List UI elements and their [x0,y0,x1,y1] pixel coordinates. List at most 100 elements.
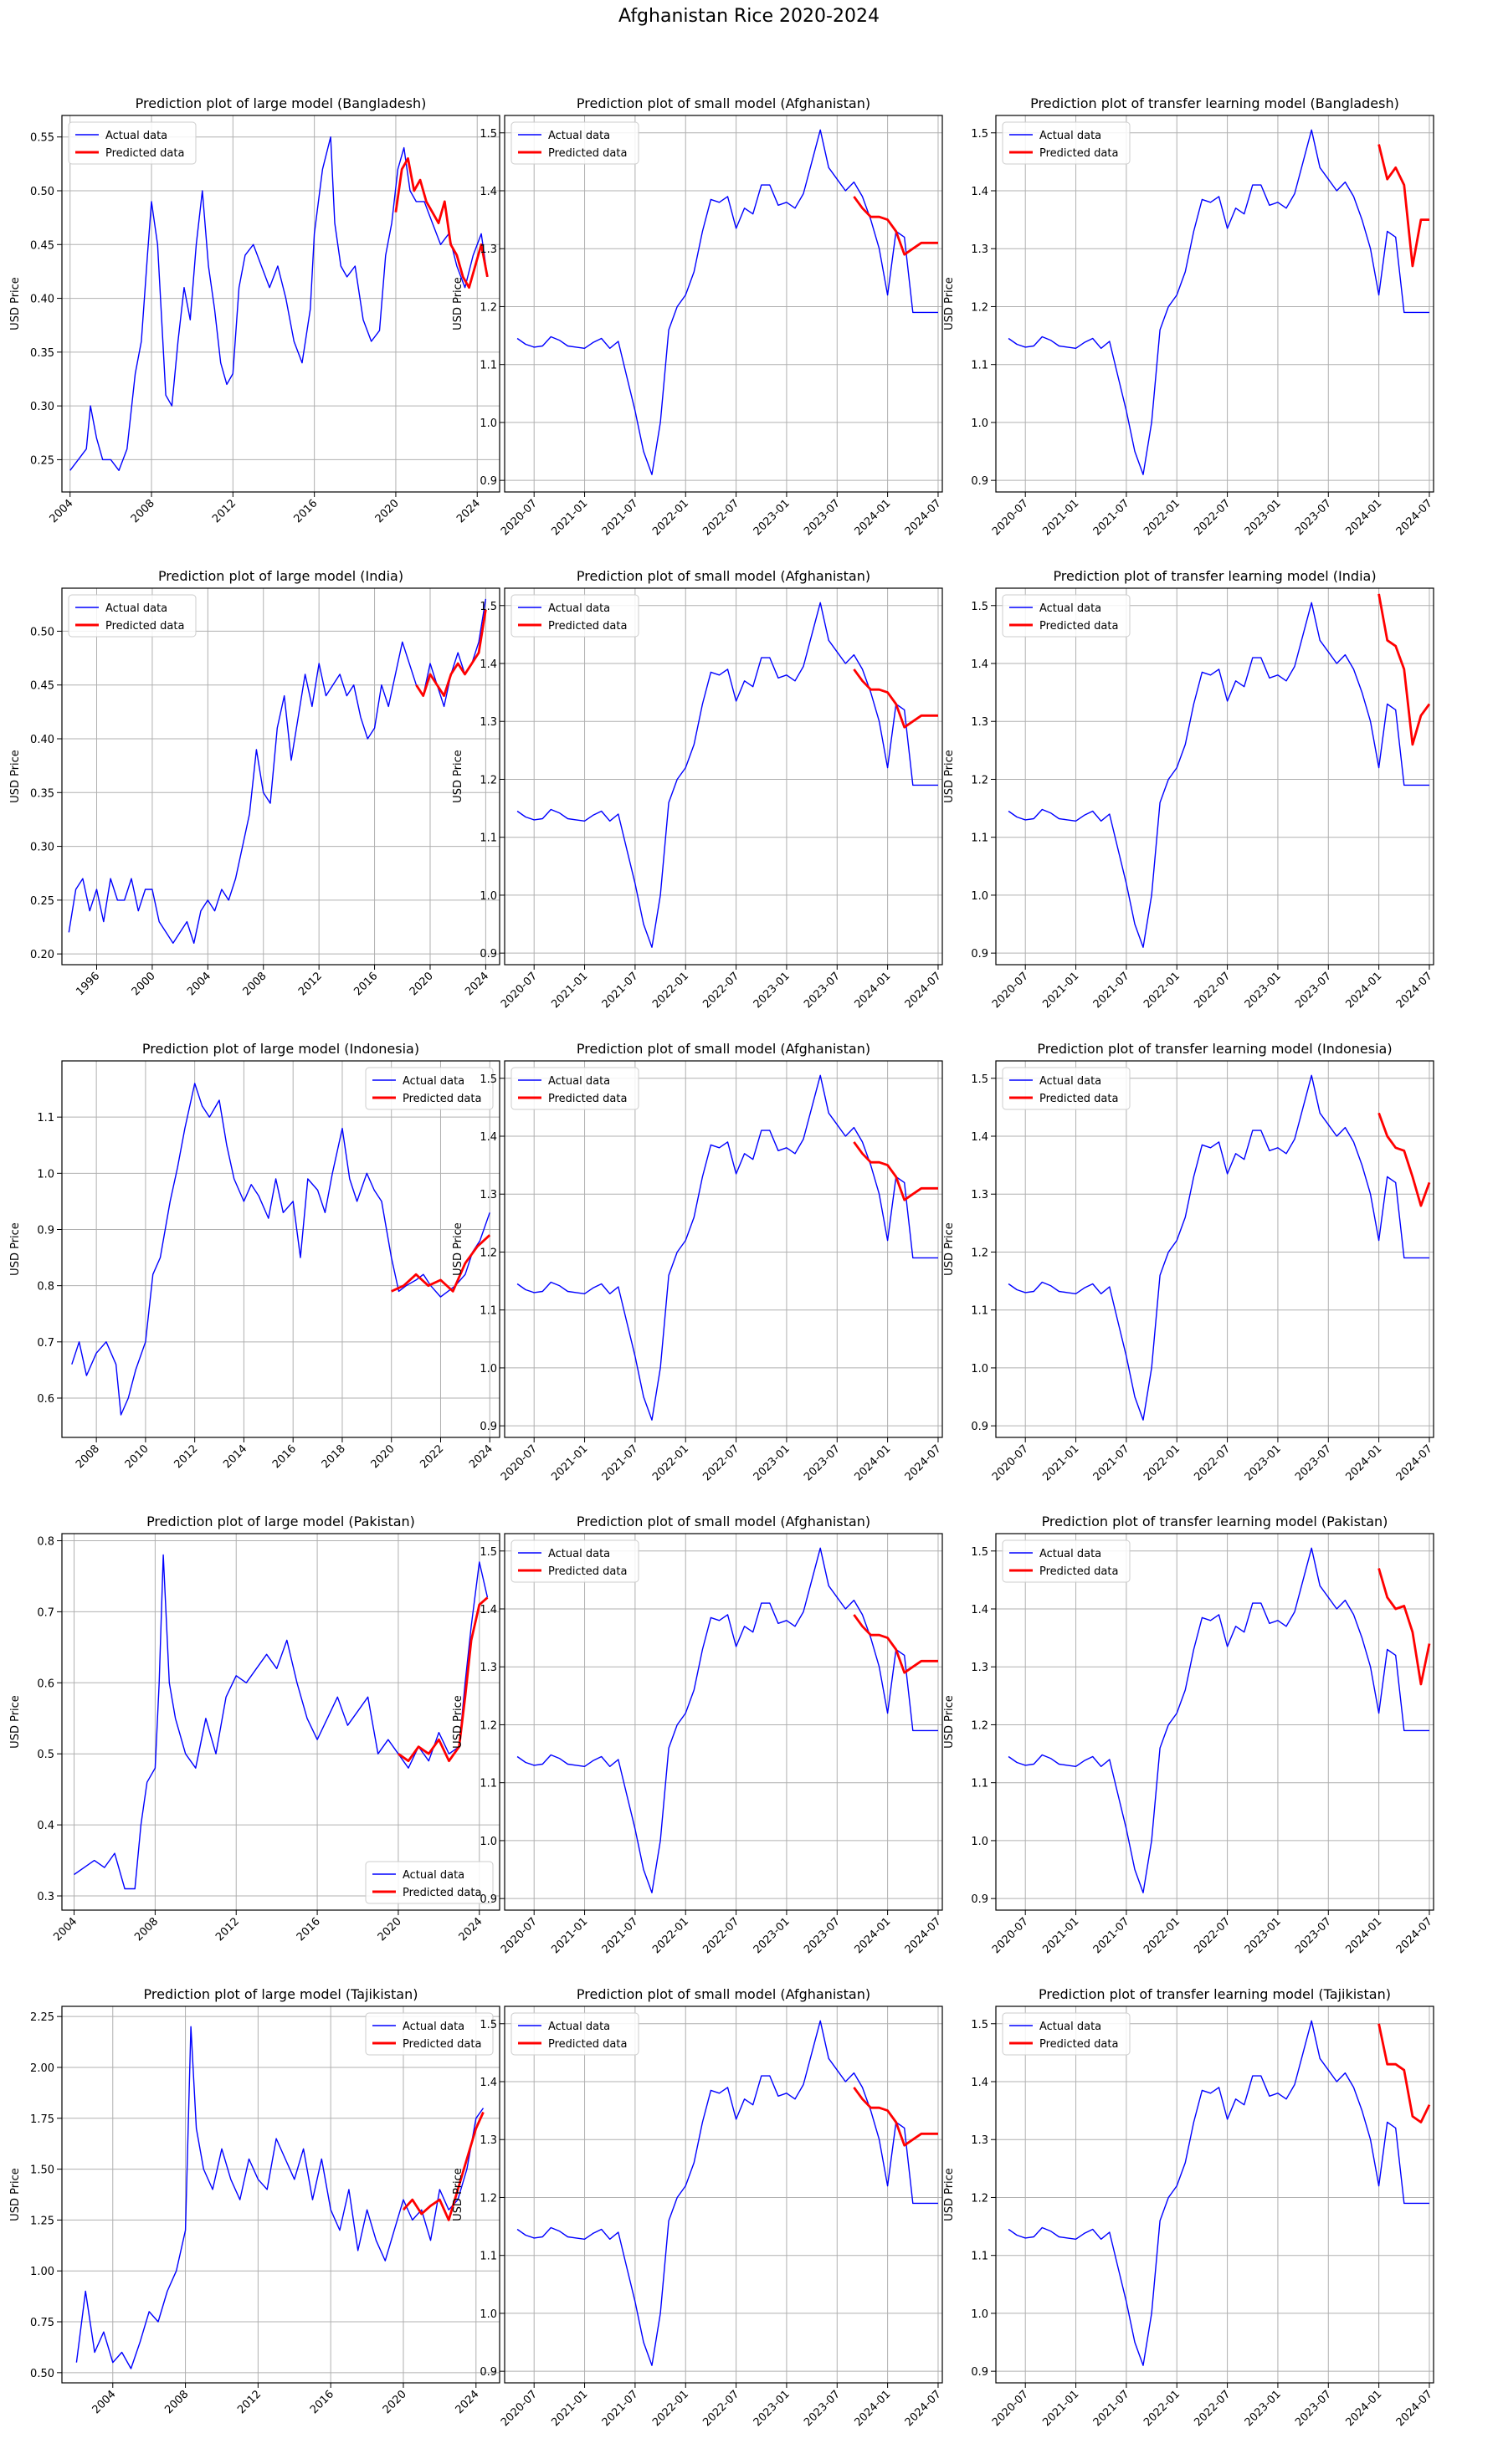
x-tick-label: 2008 [162,2388,191,2416]
y-tick-label: 1.2 [480,2192,497,2205]
legend-predicted-label: Predicted data [548,1093,627,1105]
x-tick-label: 2004 [90,2388,119,2416]
x-tick-label: 2024-07 [1394,1442,1435,1483]
y-axis-label: USD Price [9,2168,22,2221]
y-axis-label: USD Price [943,1222,956,1276]
x-tick-label: 2024-01 [1343,2388,1384,2429]
legend-actual-label: Actual data [105,602,167,615]
legend-actual-label: Actual data [105,130,167,142]
y-tick-label: 1.3 [480,243,497,256]
y-tick-label: 1.2 [971,1719,988,1732]
x-tick-label: 2023-07 [1293,1915,1334,1956]
subplot-3: 0.9 1.0 1.1 1.2 1.3 1.4 1.5 2020-07 2021-01 2021-… [943,95,1435,538]
x-tick-label: 2020-07 [499,2388,540,2429]
x-tick-label: 2021-01 [549,970,590,1011]
y-tick-label: 1.75 [30,2113,54,2126]
x-tick-label: 2021-07 [600,1442,641,1483]
x-tick-label: 2012 [210,497,239,525]
x-tick-label: 2008 [74,1442,102,1471]
y-tick-label: 0.50 [30,626,54,638]
subplot-11: 0.9 1.0 1.1 1.2 1.3 1.4 1.5 2020-07 2021-01 2021-… [452,1514,944,1956]
y-tick-label: 1.3 [971,1189,988,1201]
x-tick-label: 2024-07 [1394,1915,1435,1956]
predicted-data-line [1377,2023,1431,2123]
legend-actual-label: Actual data [403,1075,464,1088]
subplot-6: 0.9 1.0 1.1 1.2 1.3 1.4 1.5 2020-07 2021-01 2021-… [943,568,1435,1011]
x-tick-label: 2020-07 [499,1915,540,1956]
actual-data-line [1008,1074,1429,1421]
y-tick-label: 0.45 [30,239,54,252]
y-axis-label: USD Price [9,1222,22,1276]
axes-frame [61,2006,500,2384]
x-tick-label: 2023-01 [752,2388,793,2429]
x-tick-label: 2020-07 [990,497,1031,538]
x-tick-label: 2023-07 [802,2388,843,2429]
x-tick-label: 2021-07 [1091,1915,1132,1956]
legend: Actual data Predicted data [68,121,197,165]
y-axis-label: USD Price [452,277,464,330]
legend-predicted-label: Predicted data [105,147,184,160]
x-tick-label: 2022-01 [650,2388,691,2429]
y-tick-label: 1.0 [480,417,497,430]
y-tick-label: 1.3 [971,1662,988,1674]
y-tick-label: 1.2 [480,301,497,314]
x-tick-label: 2012 [296,970,325,998]
subplot-title: Prediction plot of transfer learning mod… [1037,1041,1392,1057]
x-tick-label: 2016 [291,497,320,525]
x-tick-label: 2020 [369,1442,398,1471]
subplot-grid: 0.25 0.30 0.35 0.40 0.45 0.50 0.55 2004 2008 2012… [9,95,1435,2429]
subplot-2: 0.9 1.0 1.1 1.2 1.3 1.4 1.5 2020-07 2021-01 2021-… [452,95,944,538]
y-tick-label: 0.9 [971,2366,988,2379]
y-tick-label: 0.9 [971,948,988,960]
x-tick-label: 2024 [457,1915,485,1944]
y-tick-label: 1.4 [971,2077,988,2089]
x-tick-label: 2016 [295,1915,323,1944]
legend-box [1002,1539,1131,1583]
subplot-title: Prediction plot of large model (Pakistan… [146,1514,415,1529]
y-tick-label: 1.2 [971,1247,988,1259]
x-tick-label: 2012 [235,2388,264,2416]
actual-data-line [1008,602,1429,948]
subplot-7: 0.6 0.7 0.8 0.9 1.0 1.1 2008 2010 2012 2014 2016 20… [9,1041,500,1471]
legend-actual-label: Actual data [548,602,610,615]
y-tick-label: 1.5 [480,1546,497,1559]
actual-data-line [69,136,489,471]
y-tick-label: 1.2 [480,1247,497,1259]
y-tick-label: 0.9 [37,1224,54,1237]
x-tick-label: 2022-01 [1141,1442,1182,1483]
y-tick-label: 1.00 [30,2266,54,2278]
legend-box [68,121,197,165]
x-tick-label: 2024-07 [1394,970,1435,1011]
x-tick-label: 2021-07 [600,970,641,1011]
x-tick-label: 2023-01 [1243,970,1284,1011]
x-tick-label: 2021-01 [1040,970,1081,1011]
x-tick-label: 2022-01 [1141,497,1182,538]
predicted-data-line [853,669,938,729]
x-tick-label: 2020 [381,2388,409,2416]
x-tick-label: 2012 [172,1442,200,1471]
y-tick-label: 0.35 [30,347,54,360]
y-tick-label: 1.0 [480,1836,497,1848]
y-tick-label: 1.4 [480,2077,497,2089]
legend-predicted-label: Predicted data [403,1887,481,1899]
x-tick-label: 2022-07 [700,1915,741,1956]
y-tick-label: 1.3 [971,716,988,729]
y-axis-label: USD Price [452,1222,464,1276]
legend-predicted-label: Predicted data [548,620,627,633]
x-tick-label: 2024 [463,970,491,998]
legend: Actual data Predicted data [1002,2012,1131,2056]
x-tick-label: 2021-01 [549,1442,590,1483]
subplot-8: 0.9 1.0 1.1 1.2 1.3 1.4 1.5 2020-07 2021-01 2021-… [452,1041,944,1483]
legend-box [510,594,639,638]
legend-actual-label: Actual data [548,1548,610,1560]
axes-frame [995,115,1434,493]
x-tick-label: 2024-07 [1394,2388,1435,2429]
x-tick-label: 2022-07 [1192,1915,1233,1956]
y-tick-label: 1.5 [971,128,988,141]
y-tick-label: 0.55 [30,132,54,145]
y-tick-label: 1.0 [480,1363,497,1375]
y-tick-label: 1.4 [480,1604,497,1616]
x-tick-label: 2023-01 [1243,497,1284,538]
legend-box [1002,2012,1131,2056]
x-tick-label: 2023-07 [802,497,843,538]
